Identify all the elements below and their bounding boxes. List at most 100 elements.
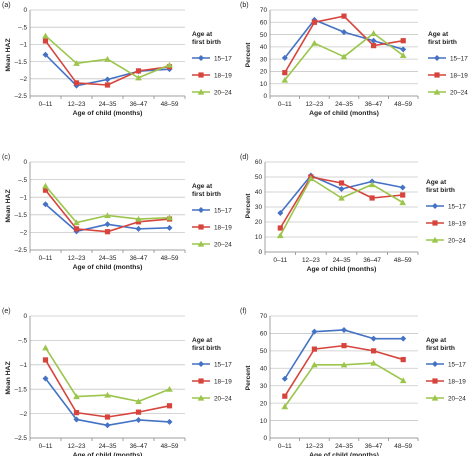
data-point (338, 186, 345, 192)
y-axis-title: Percent (245, 193, 252, 219)
y-tick-label: 70 (260, 313, 268, 320)
data-point (42, 344, 49, 351)
data-point (311, 361, 318, 368)
series-line-20–24 (284, 362, 404, 408)
data-point (400, 38, 406, 44)
x-axis-title: Age of child (months) (307, 266, 377, 273)
data-point (282, 70, 288, 76)
data-point (104, 82, 111, 88)
y-axis-title: Mean HAZ (5, 189, 12, 222)
data-point (400, 46, 407, 53)
y-tick-label: 0 (263, 93, 267, 100)
legend-marker (432, 378, 438, 384)
data-point (281, 54, 288, 61)
y-axis-title: Percent (245, 42, 252, 68)
y-tick-label: 30 (260, 56, 268, 63)
y-tick-label: –1 (20, 42, 28, 49)
panel-3: (d) 0 10 20 30 40 50 60 0–11 12–23 24–35 36–47 48–59… (240, 154, 466, 273)
panel-5: (f) 0 10 20 30 40 50 60 70 0–11 12–23 24–35 36–47 48–… (240, 308, 466, 456)
y-tick-label: 70 (260, 7, 268, 14)
panel-2: (c) 0 –.5 –1 –1.5 –2 –2.5 0–11 12–23 24–35 36–47 48… (2, 154, 232, 271)
data-point (281, 76, 289, 83)
y-tick-label: 40 (260, 365, 268, 372)
legend-label: 20–24 (214, 241, 232, 248)
series-line-18–19 (44, 359, 170, 418)
data-point (399, 199, 406, 206)
x-tick-label: 12–23 (306, 101, 324, 108)
data-point (277, 210, 284, 216)
y-tick-label: 0 (258, 249, 262, 256)
data-point (42, 182, 49, 189)
y-tick-label: 30 (255, 204, 263, 211)
data-point (104, 221, 111, 228)
data-point (368, 181, 376, 188)
y-tick-label: –1 (20, 194, 28, 201)
x-tick-label: 24–35 (99, 255, 117, 262)
legend-title: first birth (192, 39, 221, 46)
legend-marker (198, 207, 204, 213)
x-axis-title: Age of child (months) (73, 264, 143, 271)
data-point (340, 361, 348, 368)
data-point (166, 214, 173, 221)
x-tick-label: 24–35 (335, 443, 353, 450)
legend-title: first birth (426, 187, 455, 194)
x-tick-label: 0–11 (273, 257, 287, 264)
x-axis-title: Age of child (months) (73, 452, 143, 456)
data-point (311, 346, 317, 352)
panel-0: (a) 0 –.5 –1 –1.5 –2 –2.5 0–11 12–23 24–35 36–47 48… (2, 2, 232, 117)
data-point (341, 29, 347, 36)
y-tick-label: 0 (263, 435, 267, 442)
data-point (166, 224, 173, 231)
data-point (341, 343, 347, 349)
legend-marker (198, 55, 204, 61)
legend-label: 18–19 (214, 224, 232, 231)
data-point (399, 377, 407, 384)
legend-title: first birth (428, 39, 457, 46)
x-tick-label: 36–47 (130, 443, 148, 450)
x-tick-label: 0–11 (39, 443, 53, 450)
y-axis-title: Mean HAZ (5, 38, 12, 71)
x-tick-label: 24–35 (99, 443, 117, 450)
data-point (371, 348, 377, 354)
data-point (135, 215, 142, 222)
x-tick-label: 0–11 (278, 443, 292, 450)
data-point (42, 357, 49, 363)
legend-label: 18–19 (448, 220, 466, 227)
y-tick-label: 30 (260, 383, 268, 390)
x-axis-title: Age of child (months) (309, 452, 379, 456)
panel-1: (b) 0 10 20 30 40 50 60 70 0–11 12–23 24–35 36–47 48–… (240, 2, 468, 117)
data-point (73, 80, 80, 86)
y-tick-label: 0 (23, 313, 27, 320)
legend-title: Age at (192, 183, 213, 190)
legend-label: 20–24 (450, 89, 468, 96)
data-point (42, 32, 49, 39)
x-tick-label: 36–47 (363, 257, 381, 264)
legend-label: 18–19 (448, 378, 466, 385)
legend-title: first birth (426, 345, 455, 352)
legend-label: 15–17 (450, 55, 468, 62)
legend-marker (433, 88, 441, 95)
panel-tag: (e) (2, 308, 11, 315)
legend-marker (432, 203, 438, 209)
y-tick-label: 50 (260, 348, 268, 355)
y-tick-label: –.5 (18, 177, 27, 184)
legend-title: Age at (428, 31, 449, 38)
legend-label: 18–19 (450, 72, 468, 79)
y-axis-title: Mean HAZ (5, 361, 12, 394)
y-tick-label: –2 (20, 76, 28, 83)
y-tick-label: –1.5 (15, 386, 28, 393)
data-point (104, 212, 111, 219)
data-point (166, 61, 173, 68)
data-point (277, 232, 284, 239)
legend-marker (198, 224, 204, 230)
legend-label: 20–24 (448, 395, 466, 402)
legend-title: first birth (192, 191, 221, 198)
legend-marker (431, 394, 439, 401)
y-tick-label: 20 (255, 219, 263, 226)
data-point (311, 19, 317, 25)
legend-title: Age at (192, 337, 213, 344)
legend-marker (197, 394, 205, 401)
data-point (73, 393, 80, 400)
data-point (311, 328, 318, 335)
legend-title: Age at (192, 31, 213, 38)
